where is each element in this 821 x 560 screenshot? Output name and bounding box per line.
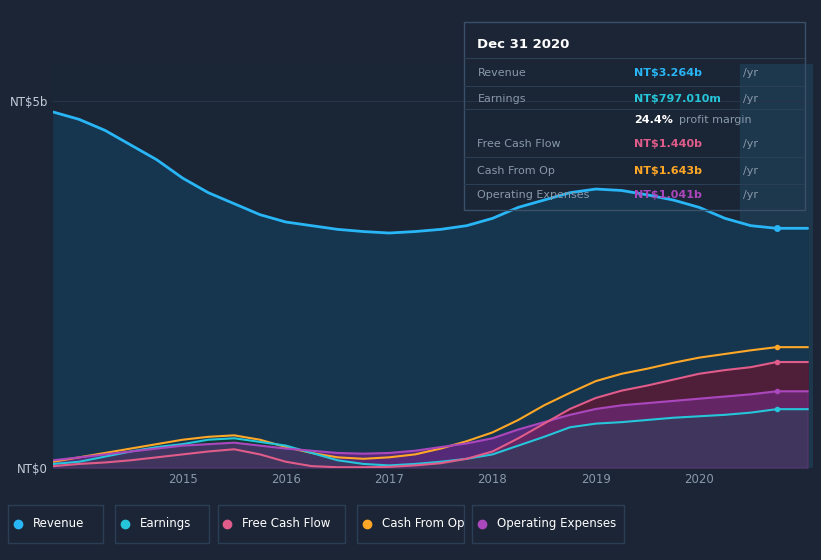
- Text: Cash From Op: Cash From Op: [478, 166, 555, 176]
- Text: Earnings: Earnings: [478, 94, 526, 104]
- Text: NT$1.643b: NT$1.643b: [635, 166, 702, 176]
- Text: Revenue: Revenue: [33, 517, 85, 530]
- Text: /yr: /yr: [743, 139, 759, 150]
- Text: Operating Expenses: Operating Expenses: [497, 517, 616, 530]
- Text: NT$3.264b: NT$3.264b: [635, 68, 702, 78]
- Text: Free Cash Flow: Free Cash Flow: [242, 517, 331, 530]
- Text: Operating Expenses: Operating Expenses: [478, 190, 589, 200]
- Text: /yr: /yr: [743, 68, 759, 78]
- Text: Revenue: Revenue: [478, 68, 526, 78]
- Text: 24.4%: 24.4%: [635, 115, 673, 125]
- Text: Dec 31 2020: Dec 31 2020: [478, 39, 570, 52]
- Text: NT$1.440b: NT$1.440b: [635, 139, 702, 150]
- Text: Free Cash Flow: Free Cash Flow: [478, 139, 561, 150]
- Text: NT$797.010m: NT$797.010m: [635, 94, 721, 104]
- Text: /yr: /yr: [743, 190, 759, 200]
- Text: Earnings: Earnings: [140, 517, 191, 530]
- Text: /yr: /yr: [743, 166, 759, 176]
- Text: /yr: /yr: [743, 94, 759, 104]
- Bar: [741, 64, 813, 468]
- Text: Cash From Op: Cash From Op: [382, 517, 464, 530]
- Text: NT$1.041b: NT$1.041b: [635, 190, 702, 200]
- Text: profit margin: profit margin: [678, 115, 751, 125]
